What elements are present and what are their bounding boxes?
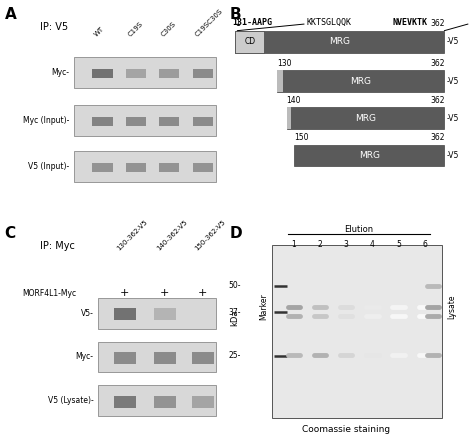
Text: MRG: MRG	[350, 77, 371, 85]
Text: MRG: MRG	[329, 37, 350, 46]
Text: A: A	[4, 7, 16, 21]
Bar	[114, 308, 136, 320]
Text: V5 (Lysate)-: V5 (Lysate)-	[48, 396, 93, 405]
Bar	[73, 105, 216, 136]
Text: 25-: 25-	[228, 351, 241, 360]
Text: MORF4L1-Myc: MORF4L1-Myc	[22, 289, 76, 298]
Text: IP: Myc: IP: Myc	[40, 241, 75, 251]
Bar	[287, 107, 445, 129]
Text: Lysate: Lysate	[447, 294, 456, 319]
Bar	[193, 69, 213, 78]
Bar	[154, 396, 176, 407]
Text: C30S: C30S	[160, 20, 177, 37]
Text: 140: 140	[287, 96, 301, 105]
Text: 150-362-V5: 150-362-V5	[194, 219, 227, 252]
Text: Coomassie staining: Coomassie staining	[302, 424, 390, 434]
Text: 5: 5	[396, 240, 401, 249]
Bar	[154, 308, 176, 320]
Bar	[235, 31, 264, 53]
Bar	[287, 107, 291, 129]
Bar	[98, 385, 216, 416]
Text: kDa: kDa	[230, 309, 239, 326]
Bar	[73, 57, 216, 88]
Text: -V5: -V5	[447, 77, 459, 85]
Bar	[191, 352, 214, 364]
Bar	[277, 70, 283, 92]
Text: 362: 362	[430, 96, 445, 105]
Text: Myc (Input)-: Myc (Input)-	[23, 116, 69, 125]
Text: 150: 150	[294, 133, 309, 142]
Text: C19SC30S: C19SC30S	[194, 7, 224, 37]
Text: MRG: MRG	[355, 114, 376, 123]
Text: CD: CD	[244, 37, 255, 46]
Text: MRG: MRG	[359, 151, 380, 160]
Bar	[294, 145, 445, 166]
Bar	[98, 342, 216, 372]
Bar	[159, 117, 179, 126]
Bar	[92, 117, 112, 126]
Text: 362: 362	[430, 19, 445, 28]
Text: V5-: V5-	[81, 309, 93, 318]
Text: C19S: C19S	[127, 20, 144, 37]
Text: 37-: 37-	[228, 307, 241, 317]
Text: NVEVKTK: NVEVKTK	[392, 18, 428, 27]
Bar	[277, 70, 445, 92]
Text: 1: 1	[292, 240, 296, 249]
Text: Myc-: Myc-	[75, 353, 93, 361]
Bar	[235, 31, 445, 53]
Text: 4: 4	[370, 240, 375, 249]
Text: B: B	[230, 7, 242, 21]
Text: 362: 362	[430, 133, 445, 142]
Bar	[272, 245, 442, 418]
Bar	[154, 352, 176, 364]
Text: 130: 130	[277, 59, 292, 68]
Text: 140-362-V5: 140-362-V5	[156, 219, 189, 252]
Text: 2: 2	[318, 240, 323, 249]
Text: Myc-: Myc-	[51, 68, 69, 77]
Text: Marker: Marker	[259, 293, 268, 320]
Text: +: +	[160, 289, 170, 298]
Text: -V5: -V5	[447, 114, 459, 123]
Text: D: D	[230, 226, 243, 240]
Bar	[92, 163, 112, 172]
Text: 3: 3	[344, 240, 349, 249]
Bar	[126, 117, 146, 126]
Bar	[73, 151, 216, 182]
Text: 6: 6	[422, 240, 427, 249]
Text: 362: 362	[430, 59, 445, 68]
Text: +: +	[120, 289, 129, 298]
Bar	[114, 396, 136, 407]
Bar	[126, 163, 146, 172]
Text: Elution: Elution	[344, 225, 374, 234]
Bar	[159, 163, 179, 172]
Bar	[114, 352, 136, 364]
Text: 131-AAPG: 131-AAPG	[232, 18, 273, 27]
Text: C: C	[4, 226, 16, 240]
Text: +: +	[198, 289, 208, 298]
Text: 130-362-V5: 130-362-V5	[116, 219, 149, 252]
Text: KKTSGLQQK: KKTSGLQQK	[306, 18, 351, 27]
Bar	[193, 163, 213, 172]
Text: IP: V5: IP: V5	[40, 22, 68, 32]
Text: 50-: 50-	[228, 281, 241, 290]
Bar	[159, 69, 179, 78]
Text: WT: WT	[93, 25, 106, 37]
Bar	[92, 69, 112, 78]
Bar	[126, 69, 146, 78]
Text: -V5: -V5	[447, 37, 459, 46]
Text: 1: 1	[235, 19, 240, 28]
Text: V5 (Input)-: V5 (Input)-	[28, 162, 69, 171]
Bar	[193, 117, 213, 126]
Bar	[191, 396, 214, 407]
Text: -V5: -V5	[447, 151, 459, 160]
Bar	[98, 298, 216, 328]
